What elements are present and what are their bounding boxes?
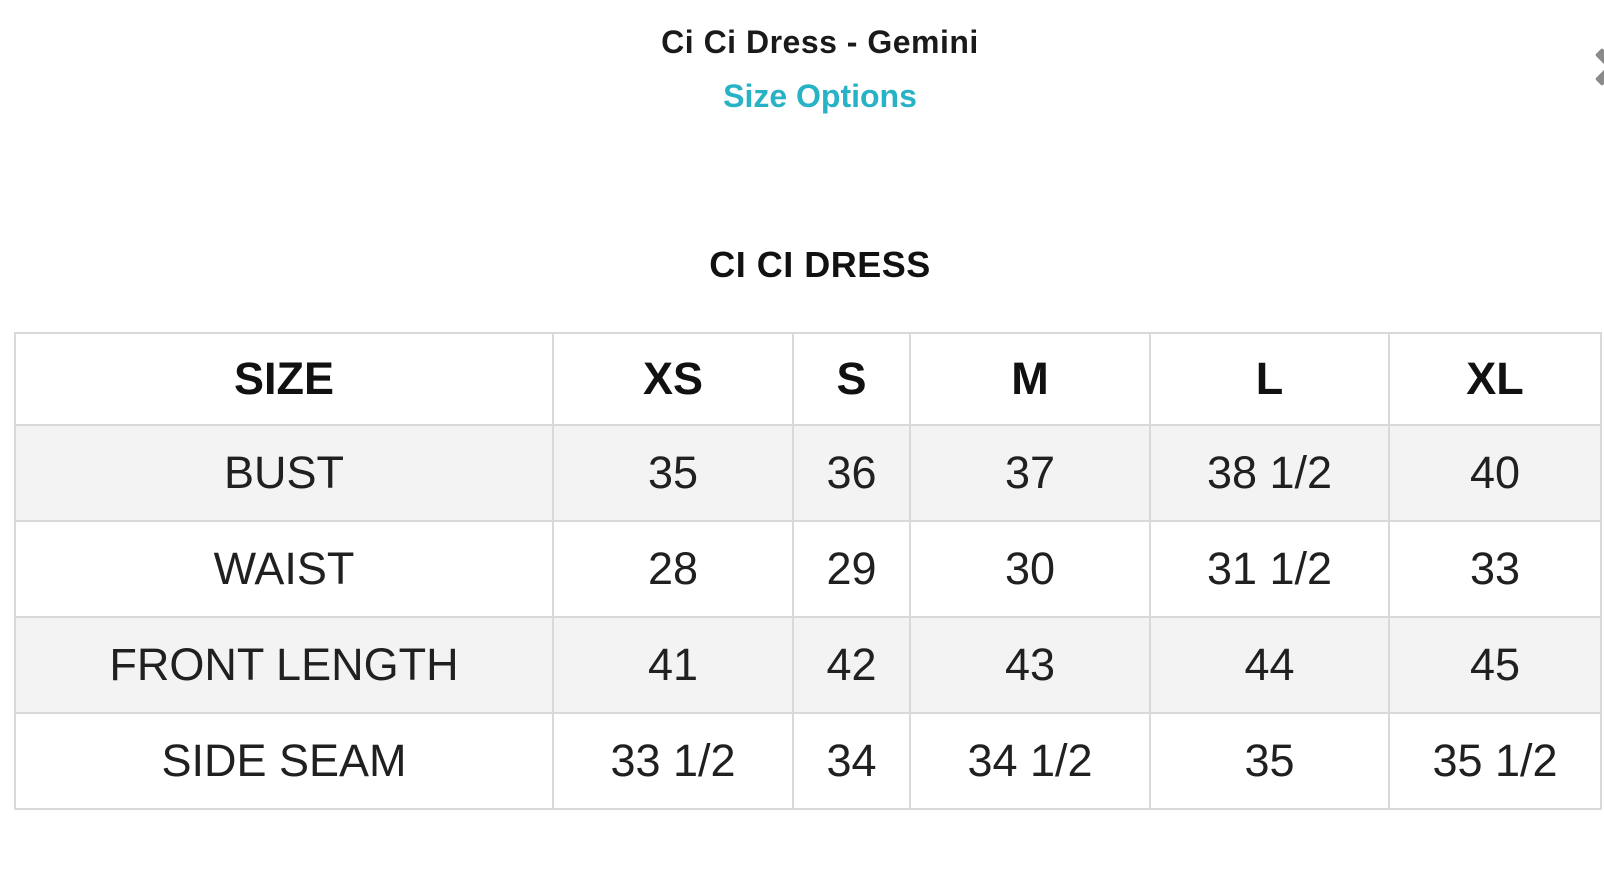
value-cell: 42	[792, 616, 911, 714]
table-row-bust: BUST 35 36 37 38 1/2 40	[14, 424, 1602, 522]
table-row-side-seam: SIDE SEAM 33 1/2 34 34 1/2 35 35 1/2	[14, 712, 1602, 810]
value-cell: 35 1/2	[1388, 712, 1602, 810]
value-cell: 31 1/2	[1149, 520, 1390, 618]
header-cell-xs: XS	[552, 332, 794, 426]
value-cell: 28	[552, 520, 794, 618]
value-cell: 30	[909, 520, 1151, 618]
size-chart-table: SIZE XS S M L XL BUST 35 36 37 38 1/2 40…	[14, 332, 1602, 810]
value-cell: 41	[552, 616, 794, 714]
table-row-waist: WAIST 28 29 30 31 1/2 33	[14, 520, 1602, 618]
header-cell-m: M	[909, 332, 1151, 426]
header-cell-s: S	[792, 332, 911, 426]
value-cell: 43	[909, 616, 1151, 714]
row-label: SIDE SEAM	[14, 712, 554, 810]
value-cell: 40	[1388, 424, 1602, 522]
size-chart-header-row: SIZE XS S M L XL	[14, 332, 1602, 426]
table-row-front-length: FRONT LENGTH 41 42 43 44 45	[14, 616, 1602, 714]
row-label: BUST	[14, 424, 554, 522]
value-cell: 45	[1388, 616, 1602, 714]
value-cell: 38 1/2	[1149, 424, 1390, 522]
value-cell: 29	[792, 520, 911, 618]
size-chart-title: CI CI DRESS	[709, 244, 931, 285]
size-options-link[interactable]: Size Options	[723, 78, 917, 114]
header-cell-l: L	[1149, 332, 1390, 426]
row-label: WAIST	[14, 520, 554, 618]
value-cell: 44	[1149, 616, 1390, 714]
value-cell: 33 1/2	[552, 712, 794, 810]
value-cell: 33	[1388, 520, 1602, 618]
value-cell: 34	[792, 712, 911, 810]
close-icon[interactable]	[1592, 46, 1604, 88]
value-cell: 35	[1149, 712, 1390, 810]
value-cell: 35	[552, 424, 794, 522]
header-cell-size: SIZE	[14, 332, 554, 426]
value-cell: 36	[792, 424, 911, 522]
header-cell-xl: XL	[1388, 332, 1602, 426]
value-cell: 37	[909, 424, 1151, 522]
value-cell: 34 1/2	[909, 712, 1151, 810]
product-title: Ci Ci Dress - Gemini	[661, 24, 979, 60]
row-label: FRONT LENGTH	[14, 616, 554, 714]
